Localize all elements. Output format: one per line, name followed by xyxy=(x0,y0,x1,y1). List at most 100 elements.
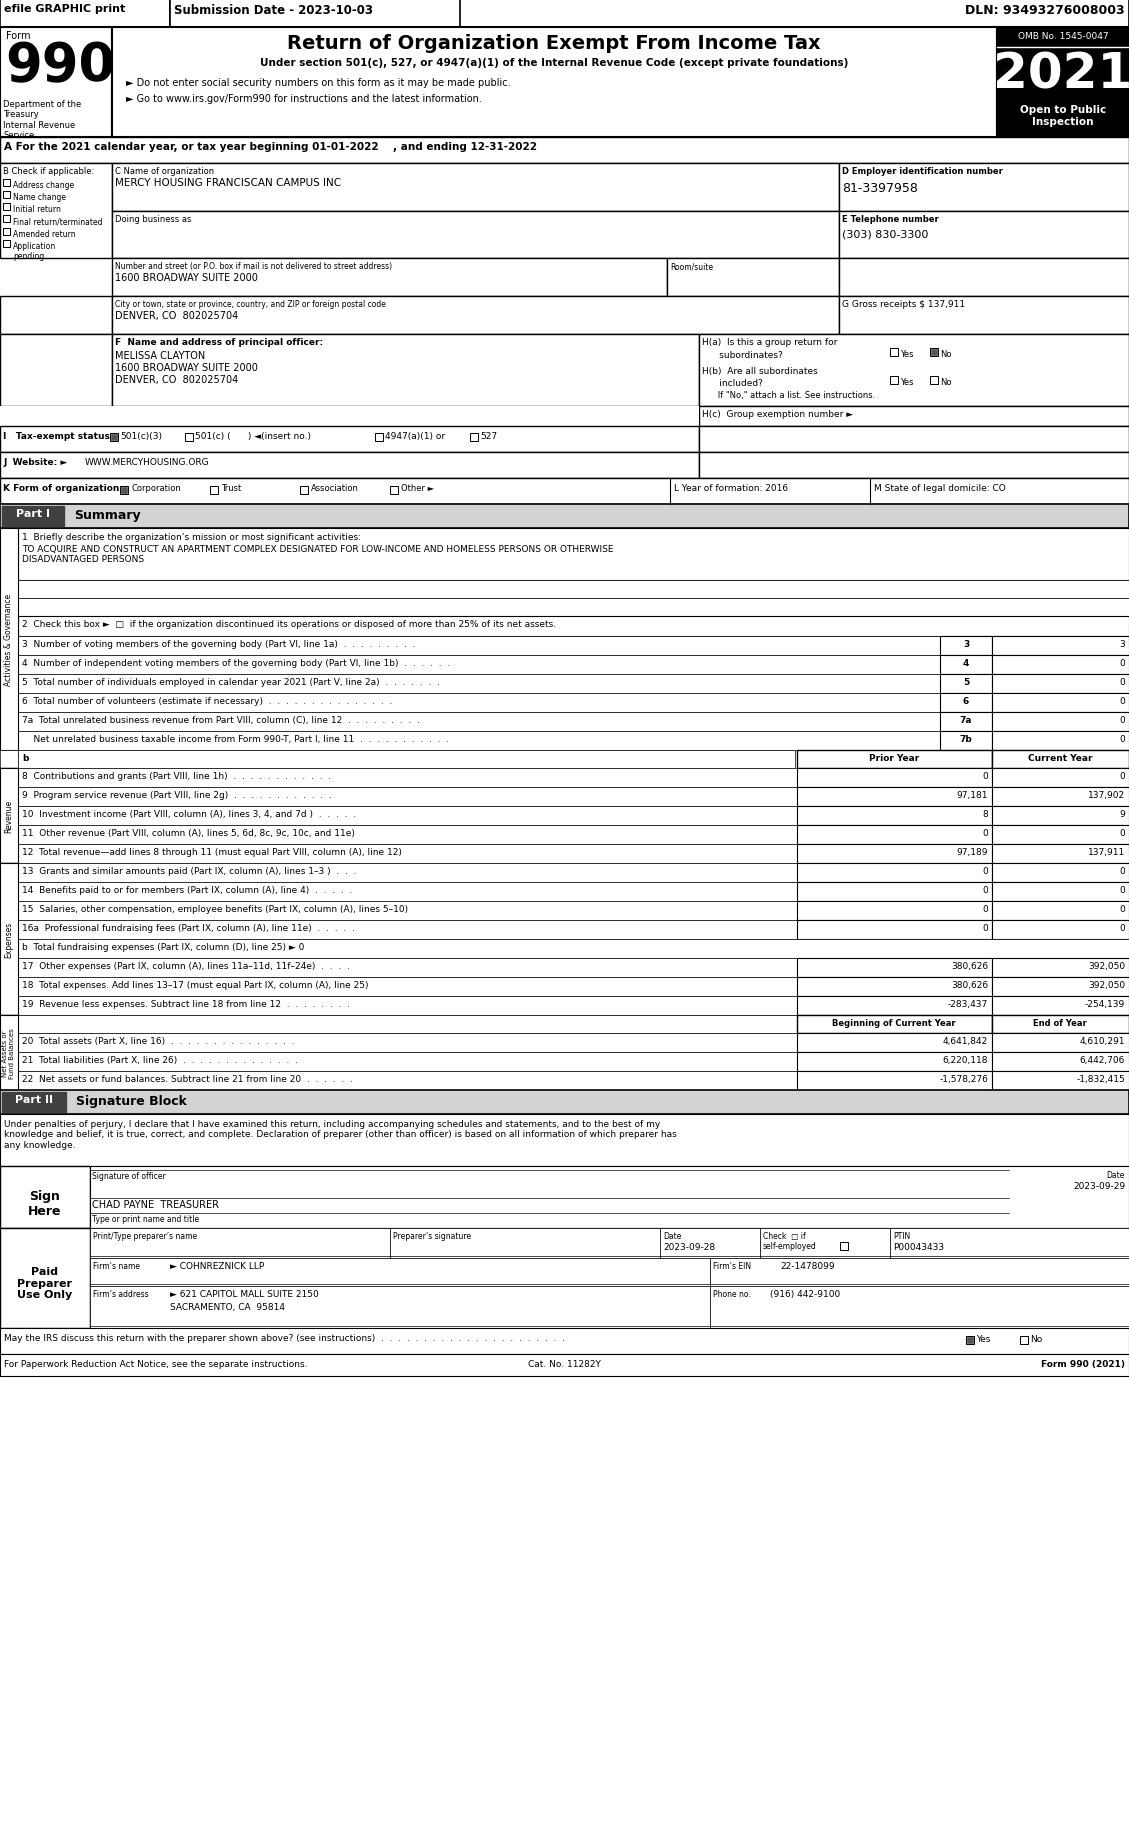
Text: 0: 0 xyxy=(1119,659,1124,668)
Bar xyxy=(170,0,460,27)
Text: Signature of officer: Signature of officer xyxy=(91,1171,166,1180)
Text: SACRAMENTO, CA  95814: SACRAMENTO, CA 95814 xyxy=(170,1303,285,1312)
Text: D Employer identification number: D Employer identification number xyxy=(842,167,1003,176)
Bar xyxy=(18,580,1129,598)
Text: 4: 4 xyxy=(963,659,969,668)
Text: subordinates?: subordinates? xyxy=(702,351,782,361)
Bar xyxy=(992,1034,1129,1052)
Bar xyxy=(18,655,940,675)
Text: Number and street (or P.O. box if mail is not delivered to street address): Number and street (or P.O. box if mail i… xyxy=(115,262,392,271)
Bar xyxy=(18,1052,797,1071)
Text: 4,641,842: 4,641,842 xyxy=(943,1036,988,1045)
Bar xyxy=(797,769,992,787)
Text: Net Assets or
Fund Balances: Net Assets or Fund Balances xyxy=(2,1028,16,1078)
Bar xyxy=(18,807,797,825)
Bar xyxy=(0,1034,18,1052)
Text: Revenue: Revenue xyxy=(5,800,14,833)
Bar xyxy=(112,296,839,335)
Bar xyxy=(797,1034,992,1052)
Bar xyxy=(992,844,1129,864)
Text: 22  Net assets or fund balances. Subtract line 21 from line 20  .  .  .  .  .  .: 22 Net assets or fund balances. Subtract… xyxy=(21,1074,353,1083)
Bar xyxy=(0,1329,1129,1354)
Text: Net unrelated business taxable income from Form 990-T, Part I, line 11  .  .  . : Net unrelated business taxable income fr… xyxy=(21,734,449,743)
Text: 22-1478099: 22-1478099 xyxy=(780,1261,834,1270)
Text: 137,911: 137,911 xyxy=(1087,847,1124,856)
Bar xyxy=(992,787,1129,807)
Text: Sign
Here: Sign Here xyxy=(28,1190,62,1217)
Bar xyxy=(0,675,18,694)
Text: Cat. No. 11282Y: Cat. No. 11282Y xyxy=(527,1360,601,1369)
Text: 8: 8 xyxy=(982,809,988,818)
Text: Beginning of Current Year: Beginning of Current Year xyxy=(832,1019,956,1027)
Text: Association: Association xyxy=(310,483,359,492)
Bar xyxy=(992,997,1129,1016)
Text: 6: 6 xyxy=(963,697,969,706)
Bar xyxy=(0,0,1129,27)
Text: 5  Total number of individuals employed in calendar year 2021 (Part V, line 2a) : 5 Total number of individuals employed i… xyxy=(21,677,440,686)
Bar xyxy=(992,750,1129,769)
Text: Signature Block: Signature Block xyxy=(76,1094,187,1107)
Text: Amended return: Amended return xyxy=(14,231,76,240)
Bar xyxy=(797,844,992,864)
Bar xyxy=(940,637,992,655)
Bar xyxy=(18,882,797,902)
Text: 2021: 2021 xyxy=(994,49,1129,99)
Bar xyxy=(18,732,940,750)
Bar xyxy=(660,1228,760,1259)
Bar xyxy=(992,825,1129,844)
Text: 18  Total expenses. Add lines 13–17 (must equal Part IX, column (A), line 25): 18 Total expenses. Add lines 13–17 (must… xyxy=(21,981,368,990)
Text: 0: 0 xyxy=(1119,772,1124,781)
Text: Application
pending: Application pending xyxy=(14,242,56,262)
Text: A For the 2021 calendar year, or tax year beginning 01-01-2022    , and ending 1: A For the 2021 calendar year, or tax yea… xyxy=(5,143,537,152)
Bar xyxy=(699,406,1129,426)
Bar xyxy=(0,27,112,137)
Bar xyxy=(0,1114,1129,1166)
Text: Other ►: Other ► xyxy=(401,483,435,492)
Text: M State of legal domicile: CO: M State of legal domicile: CO xyxy=(874,483,1006,492)
Text: 3: 3 xyxy=(963,640,969,648)
Text: 0: 0 xyxy=(982,829,988,838)
Bar xyxy=(0,825,18,844)
Text: 392,050: 392,050 xyxy=(1088,961,1124,970)
Text: WWW.MERCYHOUSING.ORG: WWW.MERCYHOUSING.ORG xyxy=(85,458,210,467)
Text: (303) 830-3300: (303) 830-3300 xyxy=(842,229,928,240)
Text: -283,437: -283,437 xyxy=(947,999,988,1008)
Bar xyxy=(992,712,1129,732)
Text: 19  Revenue less expenses. Subtract line 18 from line 12  .  .  .  .  .  .  .  .: 19 Revenue less expenses. Subtract line … xyxy=(21,999,350,1008)
Text: included?: included? xyxy=(702,379,763,388)
Text: City or town, state or province, country, and ZIP or foreign postal code: City or town, state or province, country… xyxy=(115,300,386,309)
Bar xyxy=(112,165,839,212)
Text: Expenses: Expenses xyxy=(5,920,14,957)
Text: Firm’s name: Firm’s name xyxy=(93,1261,140,1270)
Text: 4,610,291: 4,610,291 xyxy=(1079,1036,1124,1045)
Text: MERCY HOUSING FRANCISCAN CAMPUS INC: MERCY HOUSING FRANCISCAN CAMPUS INC xyxy=(115,178,341,188)
Text: 7b: 7b xyxy=(960,734,972,743)
Text: TO ACQUIRE AND CONSTRUCT AN APARTMENT COMPLEX DESIGNATED FOR LOW-INCOME AND HOME: TO ACQUIRE AND CONSTRUCT AN APARTMENT CO… xyxy=(21,545,613,564)
Text: Under section 501(c), 527, or 4947(a)(1) of the Internal Revenue Code (except pr: Under section 501(c), 527, or 4947(a)(1)… xyxy=(260,59,848,68)
Text: 0: 0 xyxy=(982,867,988,875)
Text: 0: 0 xyxy=(1119,867,1124,875)
Bar xyxy=(1019,1336,1029,1345)
Text: If "No," attach a list. See instructions.: If "No," attach a list. See instructions… xyxy=(702,392,875,399)
Bar xyxy=(0,920,18,939)
Text: -254,139: -254,139 xyxy=(1085,999,1124,1008)
Bar xyxy=(0,864,18,1016)
Text: 501(c)(3): 501(c)(3) xyxy=(120,432,161,441)
Bar xyxy=(797,977,992,997)
Bar xyxy=(992,1052,1129,1071)
Text: 392,050: 392,050 xyxy=(1088,981,1124,990)
Bar xyxy=(0,750,18,769)
Text: Address change: Address change xyxy=(14,181,75,190)
Text: 97,189: 97,189 xyxy=(956,847,988,856)
Bar xyxy=(390,487,399,494)
Bar xyxy=(0,617,18,637)
Bar xyxy=(18,939,1129,959)
Bar xyxy=(0,1228,90,1329)
Bar xyxy=(185,434,193,441)
Bar xyxy=(3,216,10,223)
Bar xyxy=(0,296,112,335)
Bar xyxy=(797,882,992,902)
Text: Date: Date xyxy=(1106,1171,1124,1179)
Bar xyxy=(992,902,1129,920)
Bar xyxy=(0,1016,18,1091)
